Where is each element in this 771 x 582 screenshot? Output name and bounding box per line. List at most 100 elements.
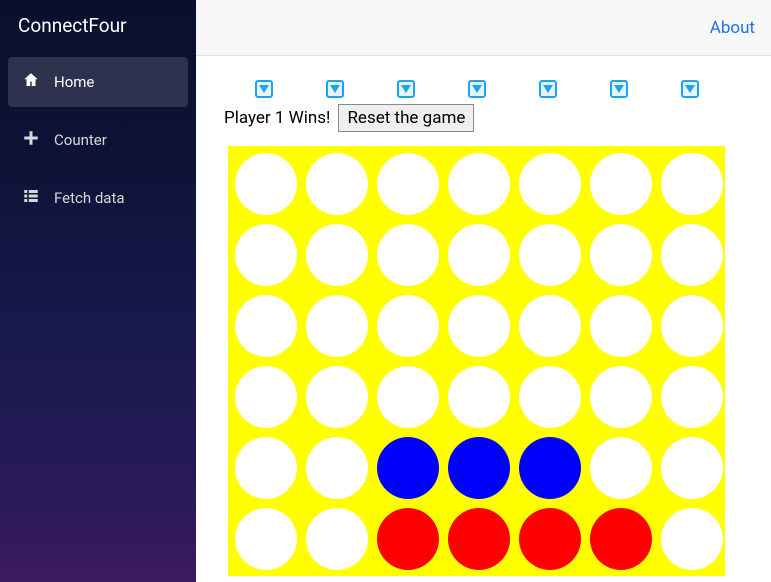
disc: [590, 508, 652, 570]
disc: [306, 295, 368, 357]
drop-column-button[interactable]: [255, 80, 273, 98]
nav-list: Home Counter Fetch data: [0, 57, 196, 231]
disc: [661, 224, 723, 286]
disc: [519, 508, 581, 570]
board-cell: [230, 503, 301, 574]
disc: [448, 508, 510, 570]
disc: [235, 366, 297, 428]
board-cell: [372, 361, 443, 432]
drop-column-button[interactable]: [610, 80, 628, 98]
board-cell: [514, 361, 585, 432]
board-cell: [585, 361, 656, 432]
status-row: Player 1 Wins! Reset the game: [224, 104, 743, 132]
board-cell: [372, 503, 443, 574]
sidebar-item-label: Fetch data: [54, 189, 125, 207]
board-cell: [656, 503, 727, 574]
board-cell: [656, 219, 727, 290]
status-text: Player 1 Wins!: [224, 108, 330, 128]
disc: [448, 295, 510, 357]
sidebar-item-home[interactable]: Home: [8, 57, 188, 107]
board-cell: [372, 219, 443, 290]
board-cell: [656, 148, 727, 219]
disc: [519, 366, 581, 428]
board-cell: [301, 432, 372, 503]
board-cell: [443, 219, 514, 290]
disc: [377, 295, 439, 357]
disc: [377, 366, 439, 428]
disc: [448, 224, 510, 286]
drop-column-button[interactable]: [681, 80, 699, 98]
disc: [590, 366, 652, 428]
disc: [519, 437, 581, 499]
main-area: About Player 1 Wins! Reset the game: [196, 0, 771, 582]
board-cell: [585, 148, 656, 219]
disc: [519, 224, 581, 286]
plus-icon: [22, 129, 40, 151]
board-cell: [372, 432, 443, 503]
sidebar-item-fetch-data[interactable]: Fetch data: [8, 173, 188, 223]
game-board: [228, 146, 725, 576]
disc: [306, 437, 368, 499]
about-link[interactable]: About: [710, 18, 755, 38]
disc: [235, 153, 297, 215]
disc: [235, 508, 297, 570]
disc: [519, 153, 581, 215]
sidebar: ConnectFour Home Counter Fetch data: [0, 0, 196, 582]
disc: [590, 295, 652, 357]
board-cell: [301, 219, 372, 290]
disc: [448, 366, 510, 428]
board-cell: [372, 148, 443, 219]
board-cell: [230, 148, 301, 219]
board-cell: [514, 432, 585, 503]
board-cell: [443, 148, 514, 219]
disc: [235, 295, 297, 357]
disc: [590, 437, 652, 499]
disc: [306, 508, 368, 570]
disc: [590, 153, 652, 215]
disc: [448, 153, 510, 215]
board-cell: [230, 361, 301, 432]
disc: [661, 295, 723, 357]
board-cell: [301, 503, 372, 574]
disc: [519, 295, 581, 357]
board-cell: [301, 361, 372, 432]
topbar: About: [196, 0, 771, 56]
board-cell: [443, 290, 514, 361]
board-cell: [443, 432, 514, 503]
board-cell: [585, 432, 656, 503]
board-cell: [301, 148, 372, 219]
drop-column-button[interactable]: [326, 80, 344, 98]
disc: [306, 153, 368, 215]
board-cell: [514, 148, 585, 219]
board-cell: [301, 290, 372, 361]
drop-row: [228, 80, 743, 98]
drop-column-button[interactable]: [539, 80, 557, 98]
brand-title: ConnectFour: [0, 0, 196, 57]
board-cell: [443, 503, 514, 574]
board-cell: [656, 361, 727, 432]
board-cell: [514, 219, 585, 290]
disc: [661, 366, 723, 428]
drop-column-button[interactable]: [397, 80, 415, 98]
disc: [377, 437, 439, 499]
disc: [235, 224, 297, 286]
sidebar-item-label: Home: [54, 73, 94, 91]
board-cell: [230, 219, 301, 290]
board-cell: [585, 290, 656, 361]
reset-button[interactable]: Reset the game: [338, 104, 474, 132]
board-cell: [585, 219, 656, 290]
sidebar-item-counter[interactable]: Counter: [8, 115, 188, 165]
home-icon: [22, 71, 40, 93]
board-cell: [585, 503, 656, 574]
disc: [377, 153, 439, 215]
disc: [306, 224, 368, 286]
board-cell: [656, 290, 727, 361]
disc: [590, 224, 652, 286]
drop-column-button[interactable]: [468, 80, 486, 98]
board-cell: [514, 290, 585, 361]
disc: [661, 508, 723, 570]
disc: [377, 508, 439, 570]
board-cell: [443, 361, 514, 432]
disc: [661, 437, 723, 499]
disc: [448, 437, 510, 499]
